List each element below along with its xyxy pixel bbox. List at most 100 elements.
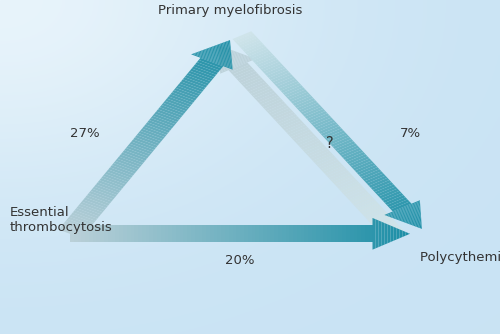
Polygon shape: [290, 94, 312, 104]
Polygon shape: [354, 163, 376, 173]
Polygon shape: [290, 129, 312, 139]
Polygon shape: [220, 57, 251, 70]
Polygon shape: [240, 40, 262, 50]
Polygon shape: [340, 148, 361, 158]
Text: ?: ?: [326, 136, 334, 151]
Polygon shape: [266, 225, 270, 242]
Polygon shape: [284, 123, 306, 133]
Polygon shape: [278, 81, 299, 91]
Polygon shape: [252, 225, 256, 242]
Polygon shape: [218, 44, 231, 49]
Polygon shape: [324, 225, 327, 242]
Polygon shape: [194, 64, 218, 75]
Polygon shape: [219, 43, 231, 48]
Polygon shape: [140, 129, 164, 139]
Polygon shape: [266, 103, 287, 113]
Polygon shape: [330, 137, 351, 147]
Polygon shape: [388, 224, 389, 243]
Polygon shape: [220, 55, 248, 68]
Polygon shape: [274, 76, 295, 87]
Polygon shape: [187, 225, 191, 242]
Polygon shape: [346, 190, 368, 199]
Text: Primary myelofibrosis: Primary myelofibrosis: [158, 4, 302, 17]
Polygon shape: [406, 232, 407, 236]
Polygon shape: [408, 233, 410, 234]
Polygon shape: [361, 225, 365, 242]
Polygon shape: [92, 225, 96, 242]
Polygon shape: [394, 227, 395, 241]
Polygon shape: [324, 166, 345, 176]
Polygon shape: [350, 225, 354, 242]
Polygon shape: [218, 47, 224, 49]
Polygon shape: [326, 133, 347, 143]
Polygon shape: [346, 154, 368, 164]
Polygon shape: [360, 205, 382, 215]
Polygon shape: [252, 88, 274, 98]
Polygon shape: [168, 94, 193, 105]
Polygon shape: [394, 207, 420, 219]
Polygon shape: [374, 220, 396, 230]
Polygon shape: [74, 225, 78, 242]
Polygon shape: [340, 183, 361, 193]
Polygon shape: [70, 214, 94, 225]
Polygon shape: [112, 225, 116, 242]
Polygon shape: [286, 90, 308, 100]
Polygon shape: [386, 201, 420, 216]
Polygon shape: [238, 73, 260, 83]
Polygon shape: [256, 57, 278, 67]
Polygon shape: [191, 54, 232, 70]
Polygon shape: [398, 229, 400, 239]
Polygon shape: [392, 226, 394, 241]
Polygon shape: [92, 187, 117, 197]
Polygon shape: [232, 31, 254, 41]
Polygon shape: [388, 199, 409, 209]
Polygon shape: [413, 222, 422, 226]
Polygon shape: [262, 63, 283, 73]
Polygon shape: [296, 100, 318, 110]
Polygon shape: [272, 110, 293, 120]
Polygon shape: [210, 47, 232, 55]
Polygon shape: [312, 225, 316, 242]
Polygon shape: [389, 204, 420, 217]
Polygon shape: [288, 127, 310, 137]
Polygon shape: [197, 60, 222, 70]
Polygon shape: [354, 198, 376, 208]
Polygon shape: [382, 222, 383, 246]
Polygon shape: [390, 205, 420, 218]
Polygon shape: [149, 118, 174, 129]
Polygon shape: [312, 118, 334, 127]
Polygon shape: [152, 114, 177, 124]
Polygon shape: [386, 224, 388, 244]
Polygon shape: [368, 225, 372, 242]
Polygon shape: [380, 191, 402, 201]
Polygon shape: [308, 225, 312, 242]
Polygon shape: [368, 178, 390, 188]
Polygon shape: [258, 95, 280, 105]
Polygon shape: [220, 54, 244, 64]
Polygon shape: [395, 227, 396, 240]
Polygon shape: [395, 208, 420, 219]
Polygon shape: [178, 84, 202, 94]
Polygon shape: [263, 225, 266, 242]
Polygon shape: [266, 68, 287, 78]
Polygon shape: [366, 176, 388, 186]
Polygon shape: [358, 225, 361, 242]
Polygon shape: [146, 225, 150, 242]
Polygon shape: [157, 225, 161, 242]
Polygon shape: [407, 217, 421, 224]
Polygon shape: [250, 51, 272, 60]
Polygon shape: [376, 222, 398, 232]
Polygon shape: [104, 172, 130, 182]
Polygon shape: [244, 79, 266, 90]
Polygon shape: [396, 209, 420, 220]
Polygon shape: [219, 53, 240, 62]
Polygon shape: [204, 49, 232, 60]
Polygon shape: [306, 111, 328, 121]
Polygon shape: [144, 124, 169, 135]
Polygon shape: [227, 41, 230, 42]
Polygon shape: [260, 97, 281, 107]
Polygon shape: [164, 225, 168, 242]
Polygon shape: [378, 220, 380, 247]
Polygon shape: [256, 225, 259, 242]
Polygon shape: [176, 86, 200, 96]
